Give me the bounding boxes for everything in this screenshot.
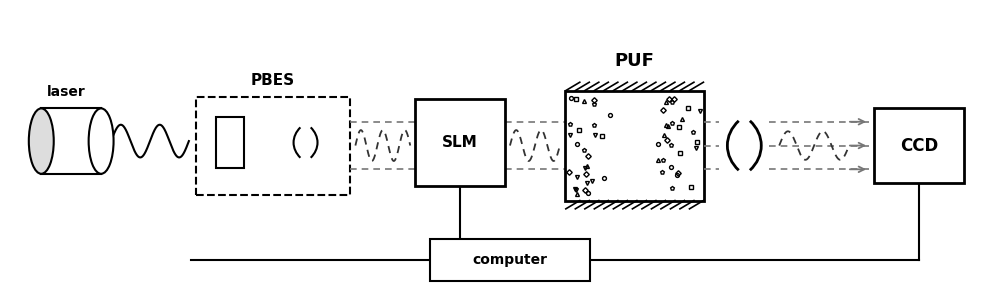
FancyBboxPatch shape — [874, 108, 964, 183]
Text: computer: computer — [472, 253, 547, 267]
Text: PBES: PBES — [251, 73, 295, 88]
FancyBboxPatch shape — [216, 117, 244, 168]
Text: CCD: CCD — [900, 136, 938, 154]
FancyBboxPatch shape — [196, 97, 350, 195]
Text: PUF: PUF — [615, 52, 655, 70]
Text: laser: laser — [47, 85, 86, 100]
FancyBboxPatch shape — [430, 239, 590, 281]
Text: SLM: SLM — [442, 135, 478, 150]
Ellipse shape — [29, 108, 54, 174]
Ellipse shape — [89, 108, 114, 174]
FancyBboxPatch shape — [41, 108, 101, 174]
FancyBboxPatch shape — [415, 100, 505, 186]
FancyBboxPatch shape — [565, 91, 704, 200]
